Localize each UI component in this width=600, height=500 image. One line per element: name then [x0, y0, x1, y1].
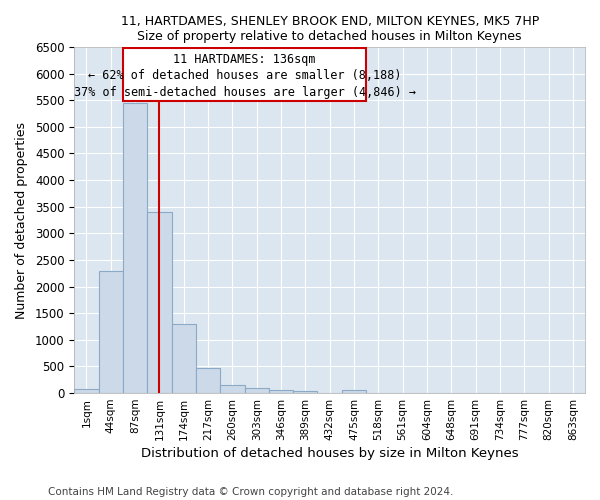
Bar [317, 392, 342, 393]
Bar [342, 390, 366, 393]
Bar [269, 390, 293, 393]
Text: ← 62% of detached houses are smaller (8,188): ← 62% of detached houses are smaller (8,… [88, 69, 401, 82]
Bar [98, 270, 123, 393]
X-axis label: Distribution of detached houses by size in Milton Keynes: Distribution of detached houses by size … [141, 447, 518, 460]
Bar [196, 368, 220, 393]
Bar [123, 103, 147, 393]
FancyBboxPatch shape [123, 48, 366, 100]
Text: Contains HM Land Registry data © Crown copyright and database right 2024.: Contains HM Land Registry data © Crown c… [48, 487, 454, 497]
Bar [147, 212, 172, 393]
Text: 11 HARTDAMES: 136sqm: 11 HARTDAMES: 136sqm [173, 53, 316, 66]
Bar [293, 392, 317, 393]
Bar [245, 388, 269, 393]
Bar [172, 324, 196, 393]
Bar [220, 384, 245, 393]
Title: 11, HARTDAMES, SHENLEY BROOK END, MILTON KEYNES, MK5 7HP
Size of property relati: 11, HARTDAMES, SHENLEY BROOK END, MILTON… [121, 15, 539, 43]
Y-axis label: Number of detached properties: Number of detached properties [15, 122, 28, 318]
Bar [74, 389, 98, 393]
Text: 37% of semi-detached houses are larger (4,846) →: 37% of semi-detached houses are larger (… [74, 86, 416, 99]
